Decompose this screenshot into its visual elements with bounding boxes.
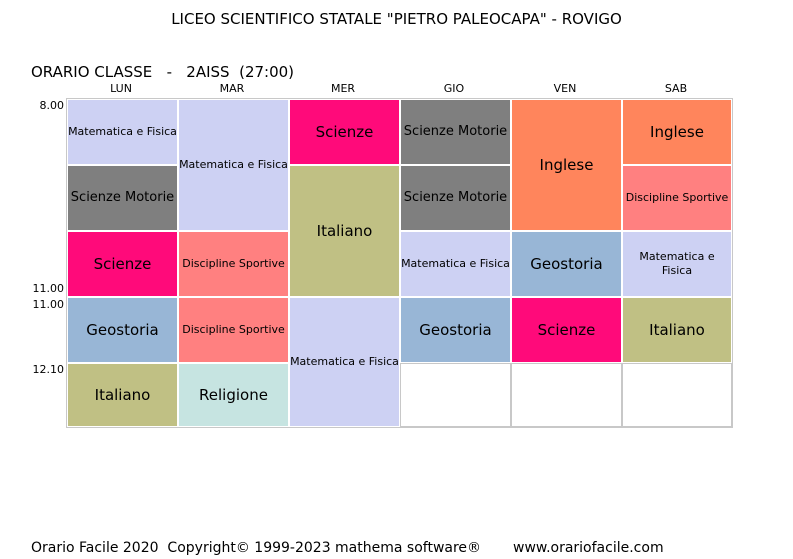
lesson-cell: Geostoria xyxy=(400,297,511,363)
time-label-later: 12.10 xyxy=(32,363,65,376)
website-link[interactable]: www.orariofacile.com xyxy=(513,540,664,556)
lesson-cell: Matematica e Fisica xyxy=(622,231,732,297)
lesson-cell: Discipline Sportive xyxy=(178,231,289,297)
lesson-cell: Religione xyxy=(178,363,289,427)
day-header-mer: MER xyxy=(330,82,356,95)
lesson-cell: Matematica e Fisica xyxy=(400,231,511,297)
lesson-cell: Matematica e Fisica xyxy=(289,297,400,427)
lesson-cell: Inglese xyxy=(622,99,732,165)
day-header-ven: VEN xyxy=(553,82,577,95)
lesson-cell: Italiano xyxy=(67,363,178,427)
lesson-cell: Matematica e Fisica xyxy=(178,99,289,231)
time-label-end-first-block: 11.00 xyxy=(32,282,65,295)
empty-cell xyxy=(511,363,622,427)
lesson-cell: Scienze Motorie xyxy=(67,165,178,231)
lesson-cell: Discipline Sportive xyxy=(178,297,289,363)
lesson-cell: Geostoria xyxy=(511,231,622,297)
empty-cell xyxy=(400,363,511,427)
lesson-cell: Scienze xyxy=(67,231,178,297)
school-title: LICEO SCIENTIFICO STATALE "PIETRO PALEOC… xyxy=(171,10,622,28)
lesson-cell: Matematica e Fisica xyxy=(67,99,178,165)
copyright-footer: Orario Facile 2020 Copyright© 1999-2023 … xyxy=(31,540,482,556)
day-header-mar: MAR xyxy=(219,82,245,95)
lesson-cell: Discipline Sportive xyxy=(622,165,732,231)
lesson-cell: Scienze xyxy=(511,297,622,363)
lesson-cell: Italiano xyxy=(289,165,400,297)
lesson-cell: Scienze Motorie xyxy=(400,165,511,231)
lesson-cell: Inglese xyxy=(511,99,622,231)
day-header-lun: LUN xyxy=(110,82,132,95)
lesson-cell: Italiano xyxy=(622,297,732,363)
timetable-grid: Matematica e Fisica Scienze Motorie Scie… xyxy=(66,98,733,428)
lesson-cell: Scienze Motorie xyxy=(400,99,511,165)
day-header-gio: GIO xyxy=(443,82,465,95)
lesson-cell: Scienze xyxy=(289,99,400,165)
day-header-sab: SAB xyxy=(664,82,688,95)
empty-cell xyxy=(622,363,732,427)
lesson-cell: Geostoria xyxy=(67,297,178,363)
time-label-start: 8.00 xyxy=(39,99,65,112)
time-label-start-second-block: 11.00 xyxy=(32,298,65,311)
class-timetable-title: ORARIO CLASSE - 2AISS (27:00) xyxy=(31,63,295,81)
